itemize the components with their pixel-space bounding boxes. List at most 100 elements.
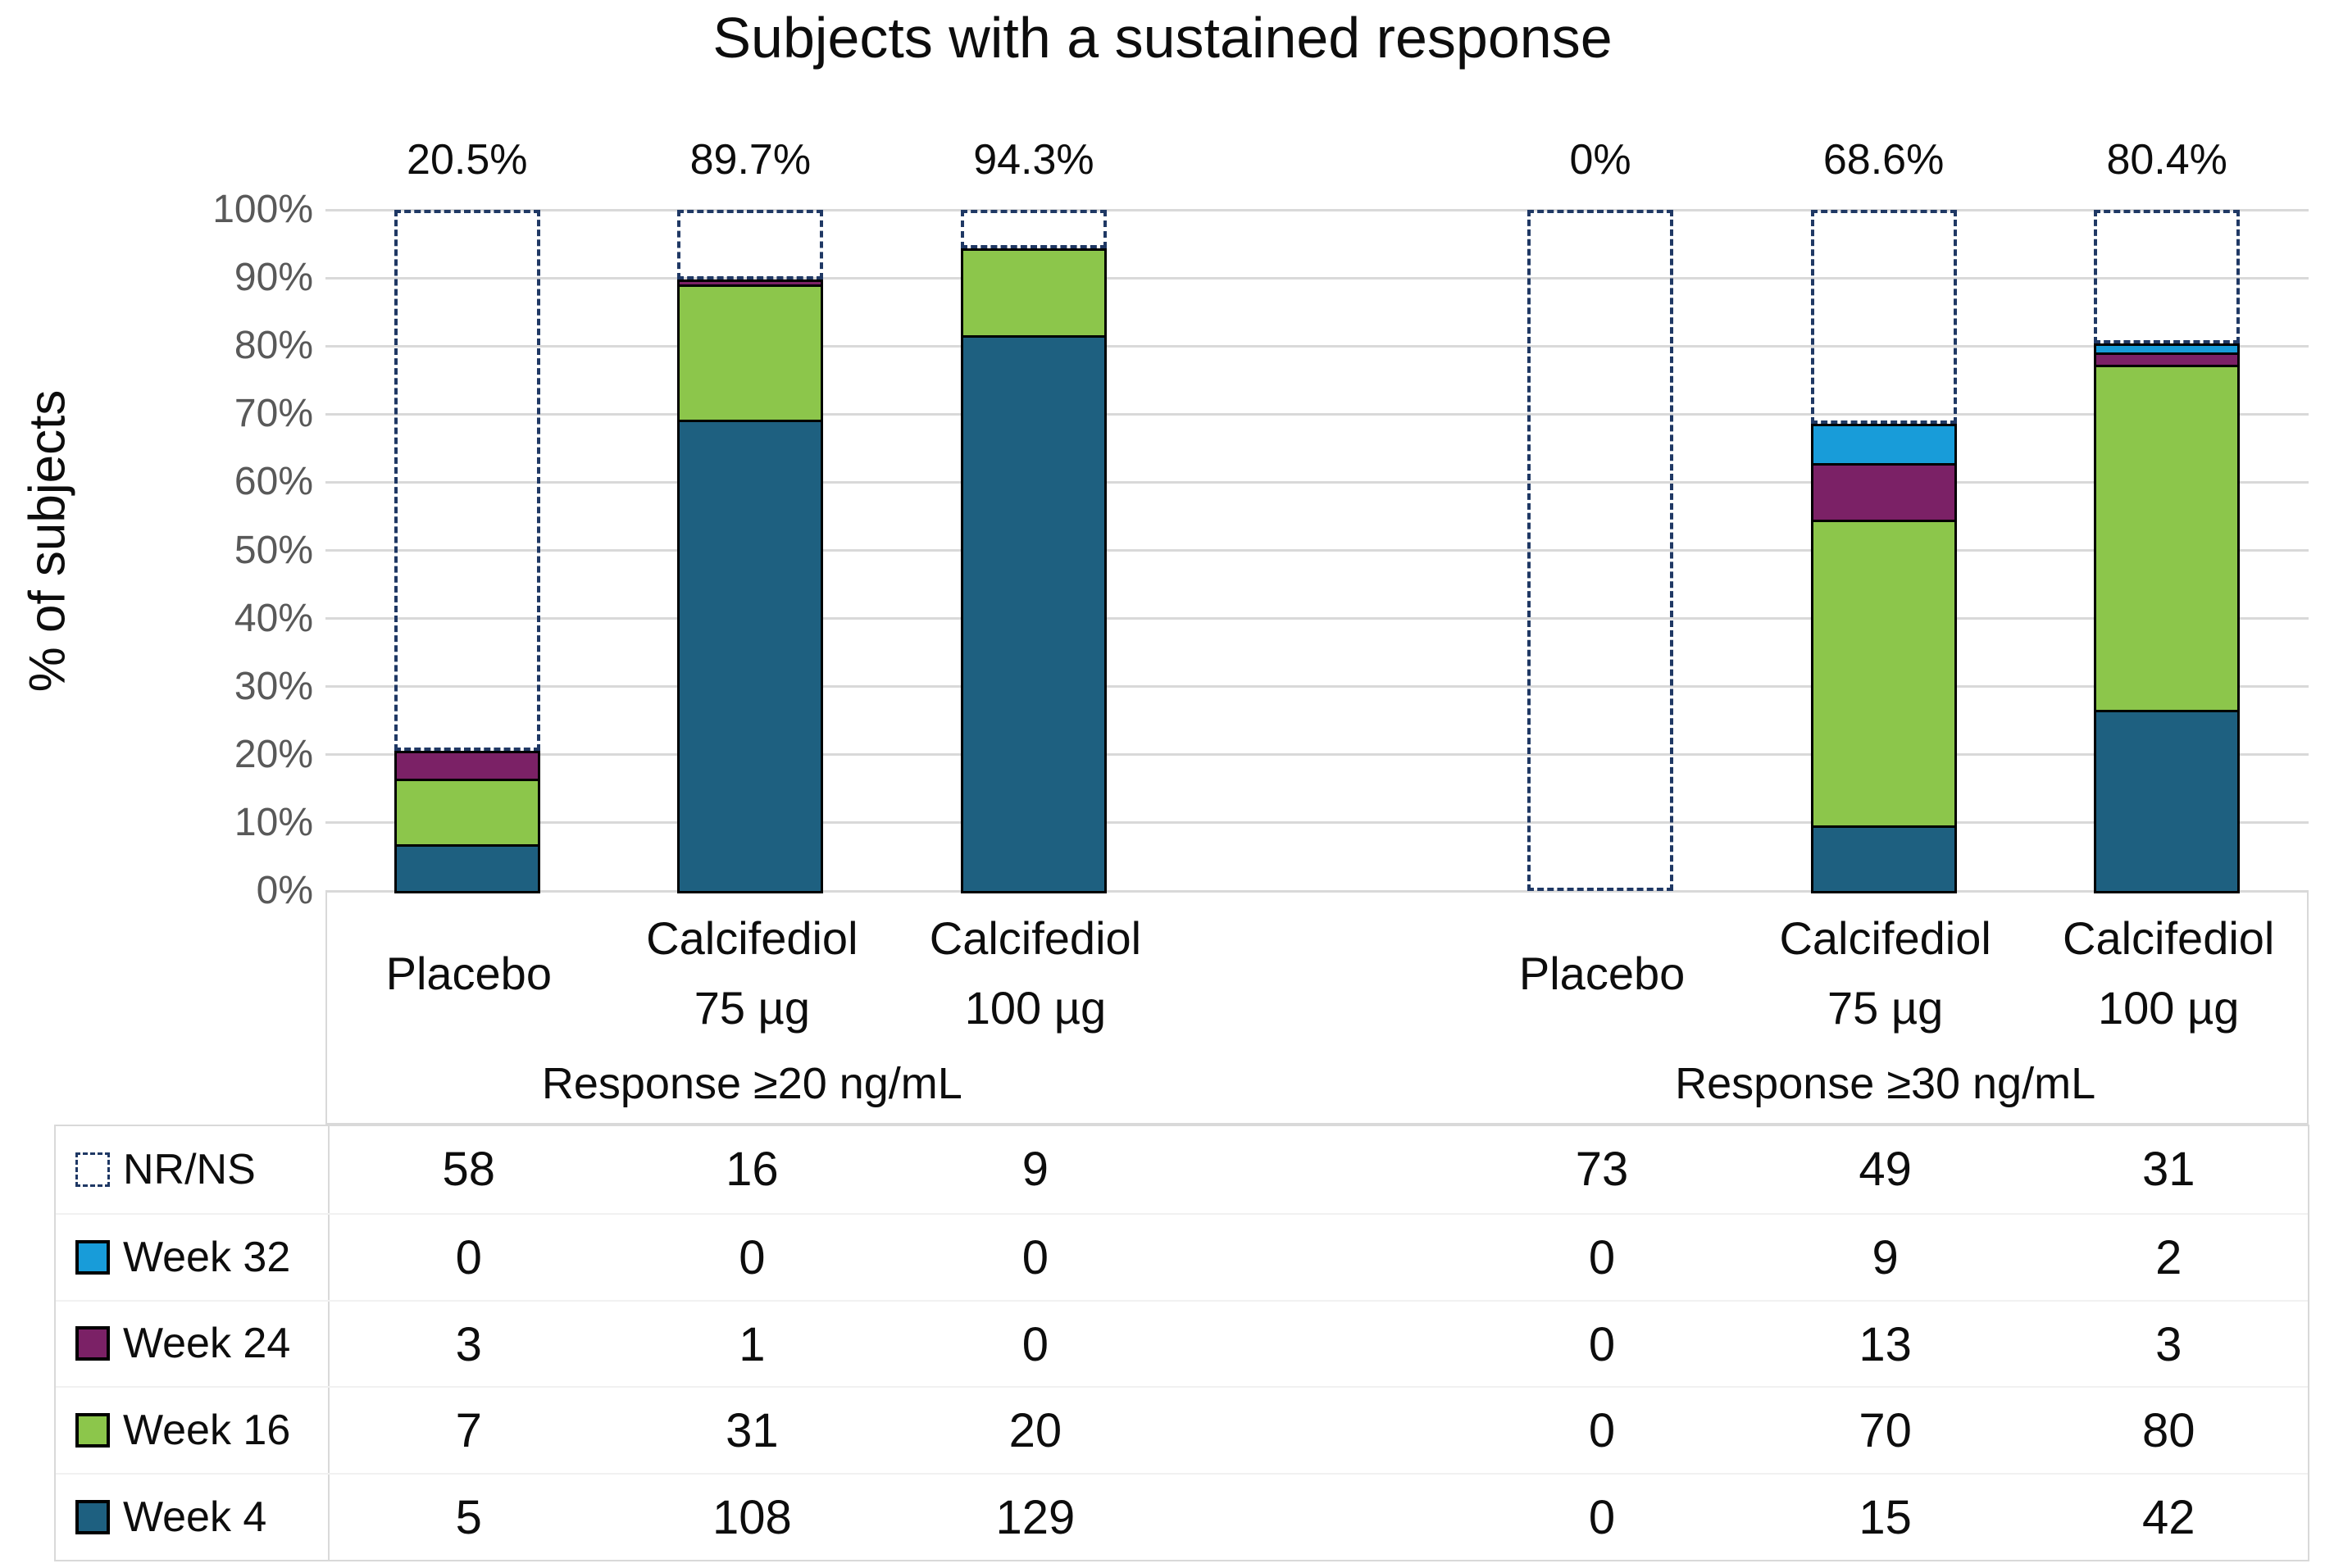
table-value: 42 [2141,1491,2195,1545]
table-value: 108 [712,1491,792,1545]
category-label-line: Calcifediol [646,912,858,964]
legend-item-nr-ns: NR/NS [56,1126,330,1213]
bar-segment-week24 [677,280,824,287]
y-tick-label: 70% [234,392,313,436]
response-percentage-label: 68.6% [1822,136,1945,184]
table-value: 0 [1021,1317,1049,1371]
table-value: 5 [455,1491,482,1545]
legend-label: NR/NS [123,1145,256,1193]
legend-item-week-16: Week 16 [56,1388,330,1474]
table-row: Week 32 0 0 0 0 9 2 [56,1212,2308,1300]
table-value: 7 [455,1404,482,1458]
nrns-legend-swatch-icon [75,1152,110,1187]
category-label: Placebo [1460,903,1744,1043]
table-value: 3 [455,1317,482,1371]
table-value: 31 [2141,1143,2195,1196]
legend-swatch-icon [75,1413,110,1448]
response-percentage-label: 94.3% [973,136,1094,184]
y-tick-label: 100% [212,188,313,231]
y-tick-label: 90% [234,256,313,300]
legend-label: Week 24 [123,1320,291,1368]
category-label-line: 75 µg [1827,982,1944,1034]
y-tick-label: 20% [234,732,313,776]
table-value: 0 [1588,1404,1616,1458]
bar-segment-week4 [960,334,1107,893]
legend-swatch-icon [75,1500,110,1535]
table-value: 31 [726,1404,779,1458]
legend-label: Week 16 [123,1407,291,1455]
table-row: Week 4 5 108 129 0 15 42 [56,1473,2308,1560]
table-value: 73 [1575,1143,1629,1196]
category-label-line: 75 µg [694,982,810,1034]
category-label: Calcifediol 100 µg [894,903,1177,1043]
bar-segment-week4 [1810,825,1957,893]
bar-segment-week4 [394,844,540,893]
table-value: 58 [442,1143,496,1196]
gridline-20% [325,753,2309,757]
response-percentage-label: 20.5% [407,136,528,184]
gridline-30% [325,685,2309,689]
category-label: Calcifediol 75 µg [1744,903,2027,1043]
category-label-line: Calcifediol [929,912,1142,964]
bar-segment-week4 [2094,710,2241,893]
table-value: 129 [995,1491,1076,1545]
bar-segment-week16 [1810,520,1957,829]
table-value: 3 [2155,1317,2182,1371]
response-percentage-label: 80.4% [2106,136,2227,184]
category-label-line: Calcifediol [1779,912,1991,964]
bar-segment-week4 [677,419,824,893]
gridline-50% [325,549,2309,552]
nrns-dashed-box [2094,210,2241,344]
bar-segment-week24 [394,751,540,782]
response-percentage-label: 0% [1569,136,1631,184]
table-value: 0 [1588,1491,1616,1545]
nrns-dashed-box [1810,210,1957,425]
bar-segment-week16 [2094,365,2241,713]
nrns-dashed-box [677,210,824,280]
table-value: 9 [1021,1143,1049,1196]
table-value: 15 [1859,1491,1912,1545]
bar-segment-week16 [960,248,1107,338]
table-value: 20 [1008,1404,1062,1458]
data-table: NR/NS 58 16 9 73 49 31 Week 32 0 0 0 0 9 2 Week 24 3 1 0 0… [54,1125,2309,1561]
category-label-line: 100 µg [964,982,1107,1034]
gridline-40% [325,617,2309,620]
category-label-line: 100 µg [2098,982,2240,1034]
gridline-70% [325,412,2309,416]
bar-segment-week32 [2094,343,2241,355]
table-row: Week 24 3 1 0 0 13 3 [56,1299,2308,1387]
gridline-90% [325,276,2309,280]
bar-segment-week16 [677,284,824,422]
legend-item-week-32: Week 32 [56,1214,330,1300]
nrns-dashed-box [960,210,1107,249]
table-value: 0 [739,1230,766,1284]
category-label-line: Calcifediol [2063,912,2275,964]
table-value: 70 [1859,1404,1912,1458]
legend-label: Week 32 [123,1233,291,1281]
gridline-80% [325,344,2309,348]
gridline-10% [325,821,2309,825]
category-label: Calcifediol 75 µg [611,903,894,1043]
table-value: 0 [1588,1230,1616,1284]
legend-swatch-icon [75,1326,110,1361]
y-tick-label: 50% [234,528,313,572]
y-tick-label: 60% [234,460,313,504]
y-tick-label: 10% [234,800,313,844]
y-tick-label: 40% [234,596,313,640]
bar-segment-week24 [1810,462,1957,523]
category-label: Placebo [327,903,611,1043]
table-value: 0 [1588,1317,1616,1371]
category-label-line: Placebo [1518,947,1686,999]
table-value: 1 [739,1317,766,1371]
gridline-100% [325,208,2309,211]
category-label-area: Placebo Calcifediol 75 µg Calcifediol 100 µg… [325,891,2309,1125]
table-value: 49 [1859,1143,1912,1196]
table-value: 80 [2141,1404,2195,1458]
chart-title: Subjects with a sustained response [712,6,1613,70]
table-value: 0 [455,1230,482,1284]
legend-swatch-icon [75,1239,110,1275]
legend-label: Week 4 [123,1493,267,1542]
table-row: Week 16 7 31 20 0 70 80 [56,1386,2308,1474]
nrns-dashed-box [1527,210,1674,891]
